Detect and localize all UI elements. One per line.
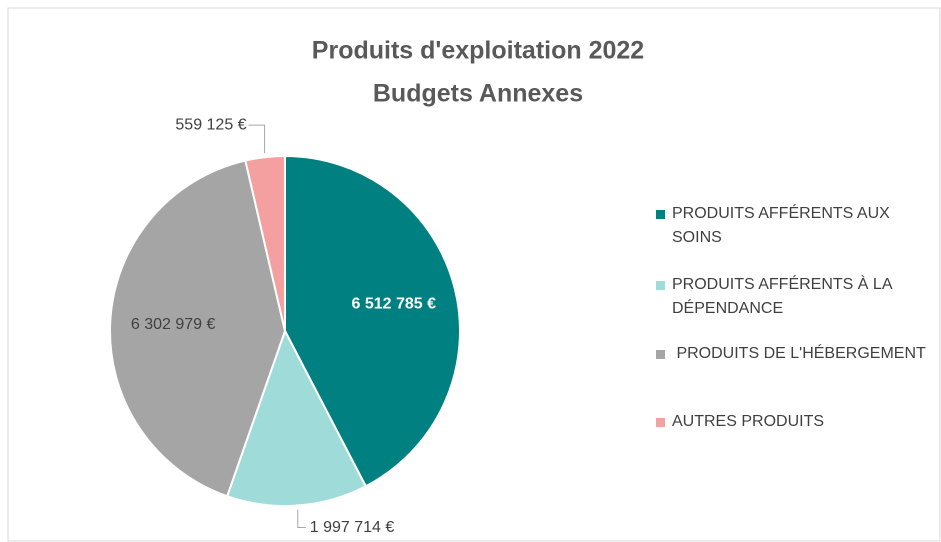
data-label: 6 512 785 € xyxy=(352,296,437,313)
pie-slice xyxy=(109,159,287,498)
legend-label: PRODUITS DE L'HÉBERGEMENT xyxy=(672,345,926,362)
legend-label: PRODUITS AFFÉRENTS AUX SOINS xyxy=(672,205,895,246)
legend-item: AUTRES PRODUITS xyxy=(656,410,941,434)
leader-line xyxy=(248,124,266,154)
legend-swatch xyxy=(656,281,665,290)
data-label: 6 302 979 € xyxy=(131,316,216,333)
chart-title: Produits d'exploitation 2022 xyxy=(312,37,644,65)
pie-slice xyxy=(244,154,286,332)
chart-subtitle: Budgets Annexes xyxy=(373,80,583,108)
legend-label: AUTRES PRODUITS xyxy=(672,413,825,430)
pie-slice xyxy=(284,154,461,488)
pie-slice xyxy=(225,328,368,507)
legend-item: PRODUITS AFFÉRENTS À LA DÉPENDANCE xyxy=(656,273,941,321)
leader-line xyxy=(297,509,306,529)
legend-swatch xyxy=(656,350,665,359)
legend-item: PRODUITS AFFÉRENTS AUX SOINS xyxy=(656,202,941,250)
data-label: 559 125 € xyxy=(175,116,246,133)
legend-label: PRODUITS AFFÉRENTS À LA DÉPENDANCE xyxy=(672,276,897,317)
legend-swatch xyxy=(656,210,665,219)
data-label: 1 997 714 € xyxy=(310,519,395,536)
legend-item: PRODUITS DE L'HÉBERGEMENT xyxy=(656,342,941,366)
legend-swatch xyxy=(656,418,665,427)
